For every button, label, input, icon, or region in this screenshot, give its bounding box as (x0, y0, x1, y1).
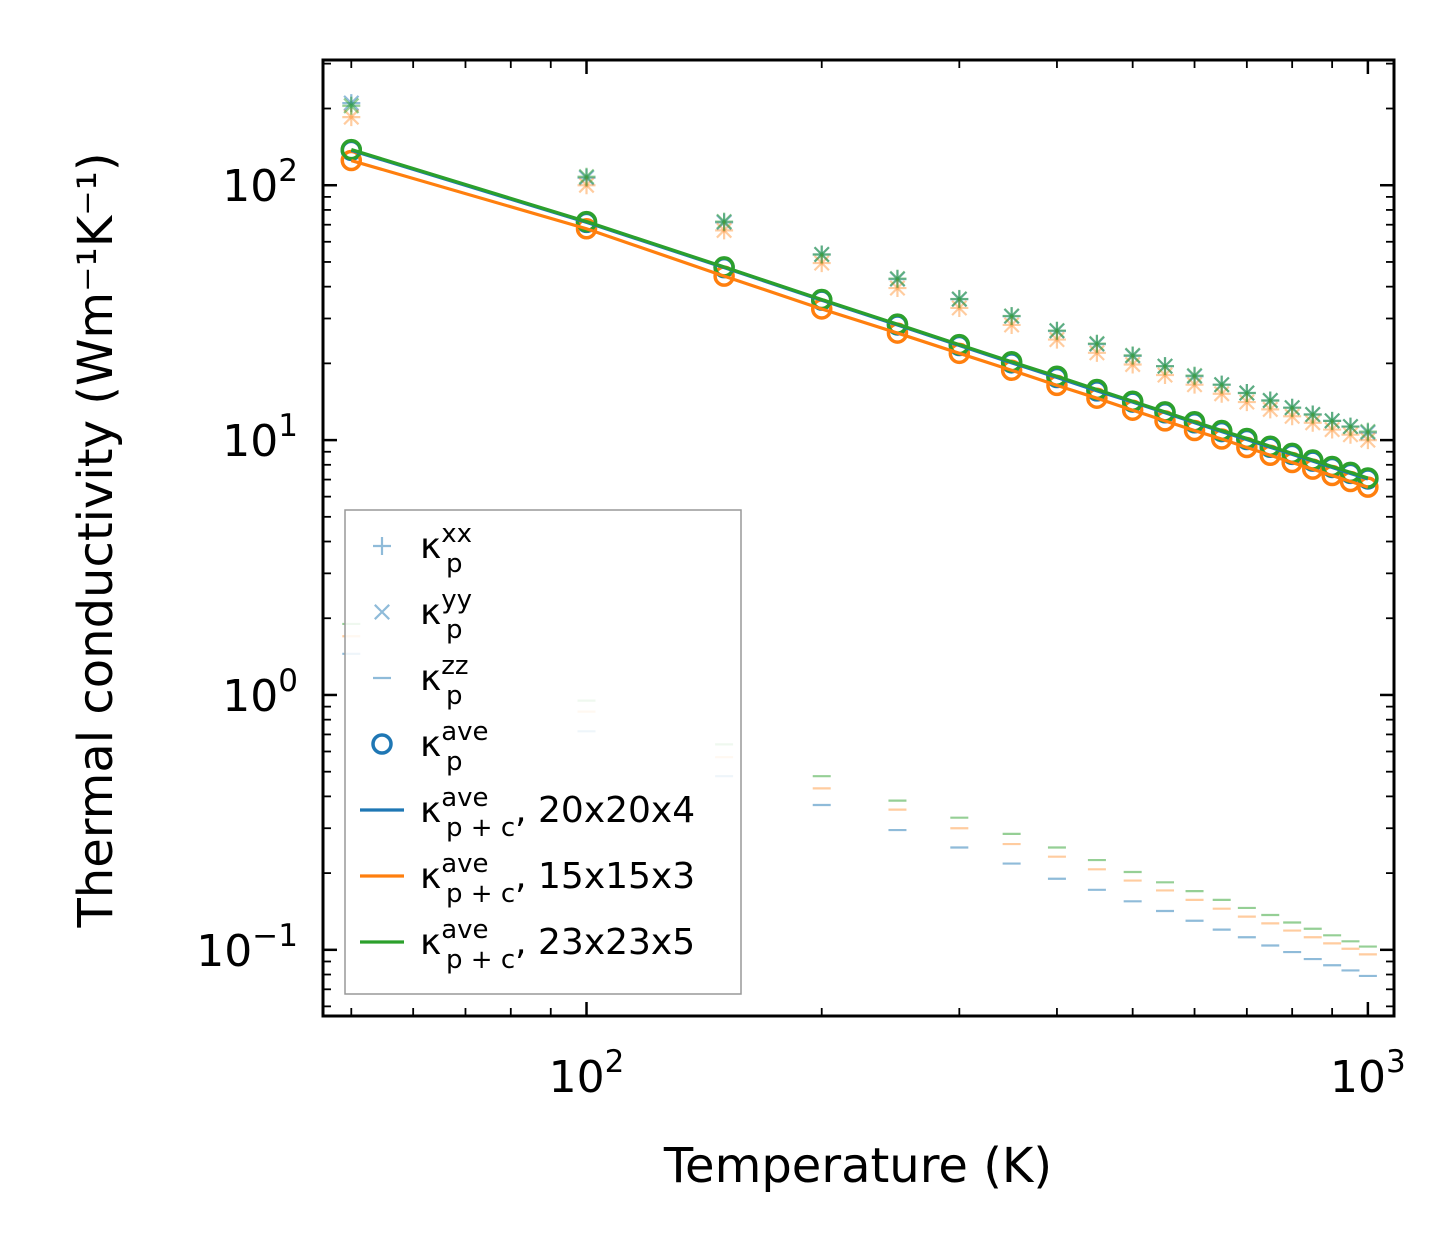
x-tick-label: 102 (549, 1044, 625, 1103)
legend-label: κave p + c, 20x20x4 (420, 783, 695, 843)
series-kxx-23x23x5 (342, 96, 1377, 441)
y-tick-label: 102 (222, 153, 298, 212)
y-tick-label: 100 (222, 663, 298, 722)
legend-label: κyy p (420, 585, 472, 645)
legend-entry: κave p + c, 23x23x5 (360, 915, 695, 975)
plot-area (340, 94, 1379, 978)
series-line (350, 158, 1369, 489)
legend-label: κave p + c, 15x15x3 (420, 849, 695, 909)
data-point (575, 210, 598, 233)
data-point (1324, 412, 1341, 429)
legend-entry: κyy p (374, 585, 472, 645)
data-point (1157, 358, 1173, 375)
data-point (1003, 307, 1020, 324)
axis-tick-labels: 102 103 10−1 100 101 102 (196, 153, 1405, 1103)
series-kyy-15x15x3 (343, 109, 1376, 449)
legend-marker (374, 604, 390, 620)
legend-marker (373, 537, 391, 555)
series-kxx-15x15x3 (342, 108, 1377, 450)
data-point (1186, 367, 1203, 384)
legend-label: κxx p (420, 519, 472, 579)
series-kzz-20x20x4 (342, 652, 1377, 978)
data-point (1284, 399, 1301, 416)
data-point (813, 246, 830, 263)
series-kave-p-c-15x15x3 (350, 158, 1369, 489)
data-point (1048, 322, 1065, 339)
legend-label: κave p (420, 717, 489, 777)
legend-entry: κave p + c, 15x15x3 (360, 849, 695, 909)
data-point (1238, 385, 1255, 402)
data-point (1342, 418, 1359, 435)
series-kyy-23x23x5 (343, 97, 1376, 440)
data-point (951, 290, 968, 307)
legend-entry: κxx p (373, 519, 472, 579)
series-line (350, 148, 1369, 480)
legend-marker (371, 733, 393, 755)
y-axis-label: Thermal conductivity (Wm⁻¹K⁻¹) (68, 152, 124, 928)
series-kyy-20x20x4 (343, 95, 1376, 441)
y-tick-label: 10−1 (196, 918, 298, 977)
data-point (1088, 335, 1105, 352)
plot-frame (321, 58, 1396, 1018)
legend-box (344, 509, 742, 995)
series-kave-p-c-23x23x5 (350, 148, 1369, 480)
axis-ticks (323, 60, 1394, 1016)
legend-entry: κave p + c, 20x20x4 (360, 783, 695, 843)
data-point (578, 168, 595, 185)
data-point (889, 270, 906, 287)
legend-label: κzz p (420, 651, 469, 711)
x-tick-label: 103 (1330, 1044, 1406, 1103)
data-point (1213, 376, 1230, 393)
data-point (1304, 406, 1321, 423)
data-point (575, 217, 598, 240)
legend-entry: κave p (371, 717, 489, 777)
legend-entry: κzz p (373, 651, 469, 711)
x-axis-label: Temperature (K) (663, 1138, 1052, 1194)
data-point (343, 109, 360, 126)
data-point (343, 97, 360, 114)
data-point (1359, 423, 1376, 440)
data-point (1124, 347, 1141, 364)
data-point (340, 138, 363, 161)
legend-label: κave p + c, 23x23x5 (420, 915, 695, 975)
data-point (1262, 392, 1279, 409)
data-point (716, 213, 733, 230)
y-tick-label: 101 (222, 408, 298, 467)
